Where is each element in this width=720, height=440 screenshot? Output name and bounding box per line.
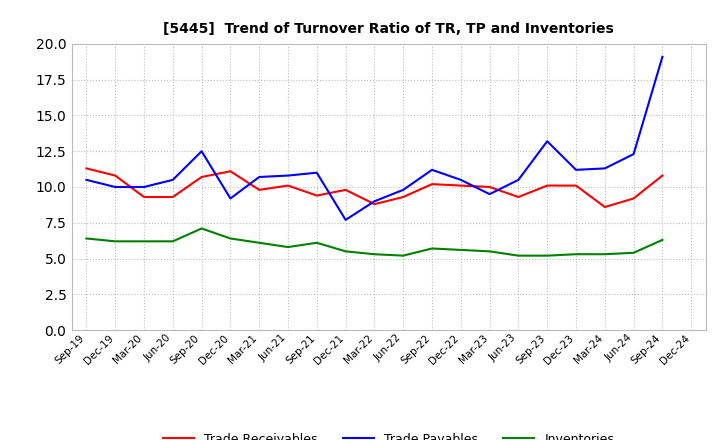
Inventories xyxy=(226,236,235,241)
Trade Receivables xyxy=(600,204,609,209)
Trade Payables xyxy=(543,139,552,144)
Trade Receivables xyxy=(168,194,177,200)
Trade Receivables xyxy=(341,187,350,192)
Line: Trade Receivables: Trade Receivables xyxy=(86,169,662,207)
Line: Inventories: Inventories xyxy=(86,228,662,256)
Trade Receivables xyxy=(428,181,436,187)
Title: [5445]  Trend of Turnover Ratio of TR, TP and Inventories: [5445] Trend of Turnover Ratio of TR, TP… xyxy=(163,22,614,36)
Trade Payables xyxy=(399,187,408,192)
Inventories xyxy=(168,238,177,244)
Trade Payables xyxy=(456,177,465,183)
Inventories xyxy=(140,238,148,244)
Trade Receivables xyxy=(629,196,638,201)
Trade Payables xyxy=(140,184,148,190)
Trade Payables xyxy=(658,54,667,59)
Trade Payables xyxy=(341,217,350,223)
Trade Receivables xyxy=(312,193,321,198)
Inventories xyxy=(485,249,494,254)
Trade Receivables xyxy=(543,183,552,188)
Legend: Trade Receivables, Trade Payables, Inventories: Trade Receivables, Trade Payables, Inven… xyxy=(158,428,619,440)
Inventories xyxy=(255,240,264,246)
Trade Payables xyxy=(629,151,638,157)
Trade Payables xyxy=(197,149,206,154)
Trade Receivables xyxy=(399,194,408,200)
Inventories xyxy=(399,253,408,258)
Trade Payables xyxy=(255,174,264,180)
Trade Receivables xyxy=(658,173,667,178)
Inventories xyxy=(572,252,580,257)
Inventories xyxy=(600,252,609,257)
Inventories xyxy=(629,250,638,255)
Inventories xyxy=(370,252,379,257)
Inventories xyxy=(514,253,523,258)
Trade Receivables xyxy=(485,184,494,190)
Trade Receivables xyxy=(140,194,148,200)
Trade Receivables xyxy=(197,174,206,180)
Trade Receivables xyxy=(226,169,235,174)
Trade Receivables xyxy=(572,183,580,188)
Trade Receivables xyxy=(82,166,91,171)
Inventories xyxy=(197,226,206,231)
Trade Payables xyxy=(485,191,494,197)
Inventories xyxy=(456,247,465,253)
Inventories xyxy=(428,246,436,251)
Trade Receivables xyxy=(514,194,523,200)
Trade Payables xyxy=(370,198,379,204)
Trade Payables xyxy=(168,177,177,183)
Trade Payables xyxy=(600,166,609,171)
Trade Payables xyxy=(111,184,120,190)
Inventories xyxy=(543,253,552,258)
Trade Payables xyxy=(226,196,235,201)
Trade Receivables xyxy=(255,187,264,192)
Inventories xyxy=(658,237,667,242)
Inventories xyxy=(284,244,292,249)
Trade Payables xyxy=(514,177,523,183)
Inventories xyxy=(341,249,350,254)
Inventories xyxy=(82,236,91,241)
Trade Payables xyxy=(428,167,436,172)
Trade Payables xyxy=(572,167,580,172)
Trade Receivables xyxy=(111,173,120,178)
Trade Receivables xyxy=(370,202,379,207)
Inventories xyxy=(111,238,120,244)
Trade Payables xyxy=(82,177,91,183)
Trade Payables xyxy=(284,173,292,178)
Inventories xyxy=(312,240,321,246)
Line: Trade Payables: Trade Payables xyxy=(86,57,662,220)
Trade Receivables xyxy=(456,183,465,188)
Trade Receivables xyxy=(284,183,292,188)
Trade Payables xyxy=(312,170,321,175)
